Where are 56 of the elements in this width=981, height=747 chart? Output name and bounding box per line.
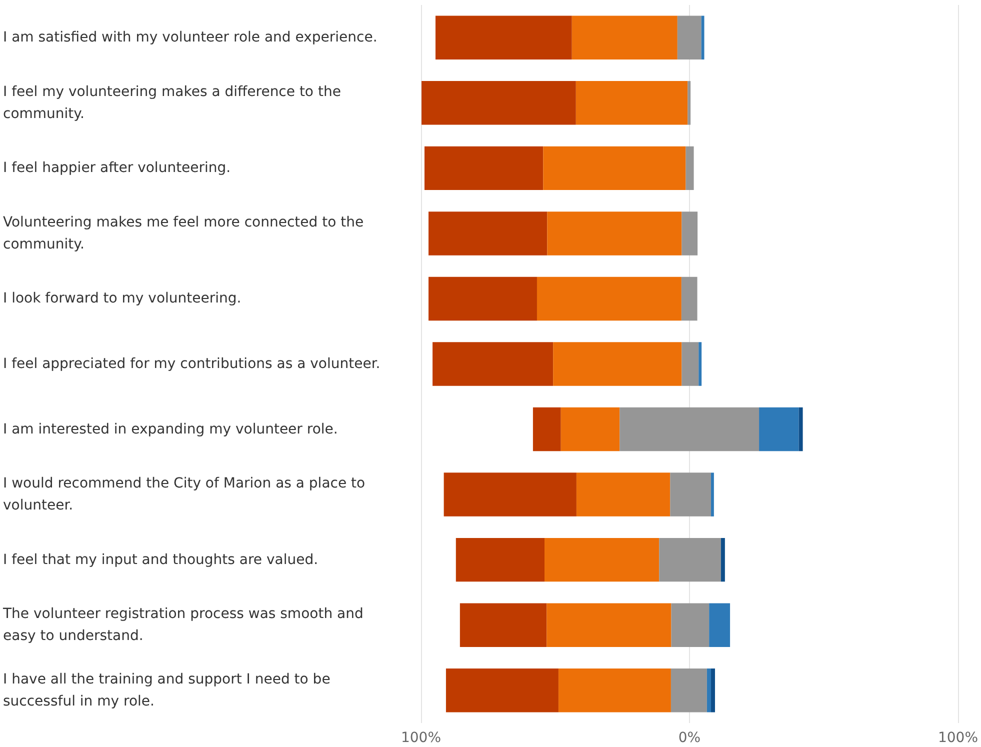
bar [576,472,670,516]
bar [432,342,554,386]
y-tick-label: I look forward to my volunteering. [3,290,242,307]
bar [670,668,707,712]
bar [671,603,710,647]
x-tick-label: 100% [938,730,978,746]
y-tick-label: I would recommend the City of Marion as a place to volunteer. [3,476,370,514]
y-tick-label: Volunteering makes me feel more connected to the community. [3,214,368,252]
bar [444,472,576,516]
bar [544,538,660,582]
bar [576,81,688,125]
bar [620,407,760,452]
bar [686,146,694,190]
y-tick-label: I feel my volunteering makes a difference to the community. [3,84,346,122]
y-tick-label: I am interested in expanding my volunteer role. [3,421,338,438]
bar [682,212,698,256]
bar [456,538,545,582]
bar [558,668,671,712]
bar [698,342,702,386]
bar [422,81,576,125]
y-tick-label: I feel appreciated for my contributions as a volunteer. [3,356,380,372]
bar [798,407,803,452]
bar [677,16,702,60]
bar [572,16,678,60]
y-tick-label: I am satisfied with my volunteer role and experience. [3,30,378,46]
bar [543,146,686,190]
bar [460,603,547,647]
bar [553,342,682,386]
bar [681,276,698,321]
bar [560,407,620,452]
bar [436,16,572,60]
bar [709,603,730,647]
bar [688,81,691,125]
bar [424,146,544,190]
y-tick-label: I feel happier after volunteering. [3,160,231,176]
bar [532,407,561,452]
bar [547,212,682,256]
x-tick-label: 100% [400,730,442,746]
bar [720,538,725,582]
bar [428,212,548,256]
x-tick-label: 0% [678,730,701,746]
bar [710,472,714,516]
bar [659,538,721,582]
bar [682,342,699,386]
y-tick-label: I have all the training and support I need to be successful in my role. [3,671,335,710]
bar [428,276,537,321]
bar [759,407,799,452]
y-tick-label: The volunteer registration process was smooth and easy to understand. [2,606,368,644]
bar [701,16,704,60]
bar [710,668,715,712]
bar [446,668,558,712]
bar [546,603,672,647]
bar [670,472,711,516]
bar [536,276,682,321]
y-tick-label: I feel that my input and thoughts are valued. [3,552,318,568]
bar [706,668,711,712]
